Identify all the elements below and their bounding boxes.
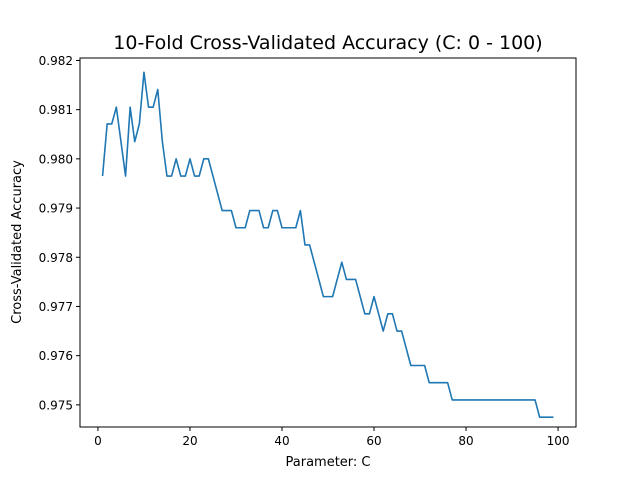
y-tick-label: 0.980 [39,152,73,166]
plot-frame [79,57,577,428]
y-tick-label: 0.978 [39,251,73,265]
x-axis-ticks: 0 20 40 60 80 100 [94,427,570,448]
y-tick-label: 0.976 [39,349,73,363]
x-axis-label: Parameter: C [286,455,371,470]
y-tick-label: 0.981 [39,103,73,117]
y-tick-label: 0.982 [39,54,73,68]
y-tick-label: 0.975 [39,398,73,412]
x-tick-label: 0 [94,434,102,448]
x-tick-label: 80 [458,434,473,448]
x-tick-label: 40 [274,434,289,448]
x-tick-label: 60 [366,434,381,448]
accuracy-line [101,71,554,418]
chart-title: 10-Fold Cross-Validated Accuracy (C: 0 -… [113,32,542,54]
y-axis-ticks: 0.975 0.976 0.977 0.978 0.979 0.980 0.981 0.982 [39,54,80,412]
y-axis-label: Cross-Validated Accuracy [10,160,25,324]
x-tick-label: 100 [547,434,570,448]
y-tick-label: 0.977 [39,300,73,314]
y-tick-label: 0.979 [39,202,73,216]
x-tick-label: 20 [182,434,197,448]
